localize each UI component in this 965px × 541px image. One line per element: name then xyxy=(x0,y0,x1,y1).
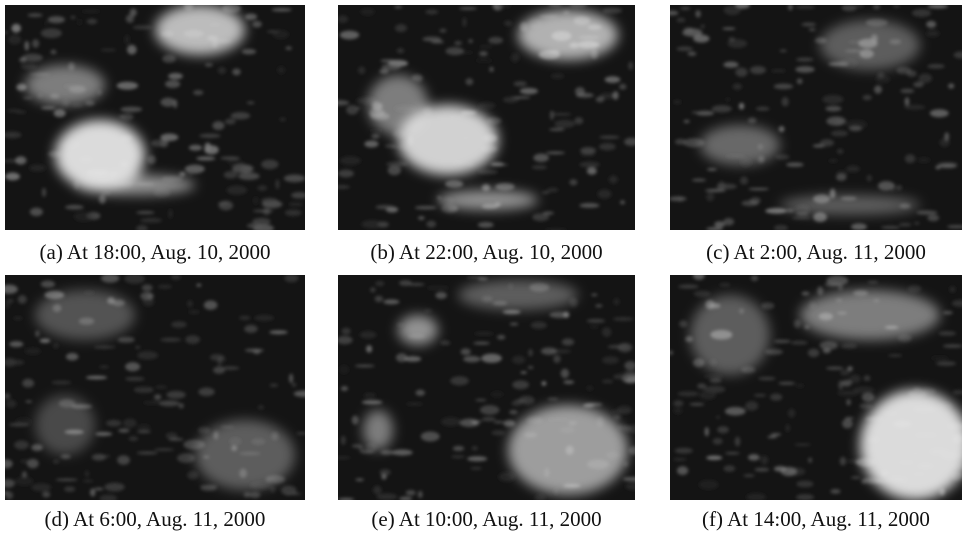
image-background xyxy=(5,5,305,230)
satellite-image xyxy=(338,5,635,230)
caption: (d) At 6:00, Aug. 11, 2000 xyxy=(0,507,315,532)
panel: (f) At 14:00, Aug. 11, 2000 xyxy=(670,275,962,500)
panel: (e) At 10:00, Aug. 11, 2000 xyxy=(338,275,635,500)
satellite-image xyxy=(5,5,305,230)
caption: (f) At 14:00, Aug. 11, 2000 xyxy=(660,507,965,532)
caption: (c) At 2:00, Aug. 11, 2000 xyxy=(660,240,965,265)
caption: (b) At 22:00, Aug. 10, 2000 xyxy=(328,240,645,265)
satellite-image xyxy=(670,275,962,500)
caption: (a) At 18:00, Aug. 10, 2000 xyxy=(0,240,315,265)
panel: (a) At 18:00, Aug. 10, 2000 xyxy=(5,5,305,230)
satellite-image xyxy=(5,275,305,500)
panel: (d) At 6:00, Aug. 11, 2000 xyxy=(5,275,305,500)
caption: (e) At 10:00, Aug. 11, 2000 xyxy=(328,507,645,532)
panel: (c) At 2:00, Aug. 11, 2000 xyxy=(670,5,962,230)
satellite-image xyxy=(338,275,635,500)
satellite-image xyxy=(670,5,962,230)
panel: (b) At 22:00, Aug. 10, 2000 xyxy=(338,5,635,230)
figure: (a) At 18:00, Aug. 10, 2000 (b) At 22:00… xyxy=(0,0,965,541)
